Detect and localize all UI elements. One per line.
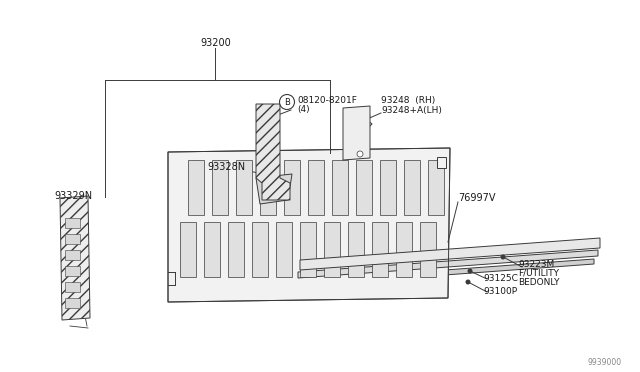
Polygon shape [65, 234, 80, 244]
Text: 93248  (RH): 93248 (RH) [381, 96, 435, 105]
Polygon shape [212, 160, 228, 215]
Polygon shape [256, 104, 290, 200]
Polygon shape [180, 222, 196, 277]
Polygon shape [356, 160, 372, 215]
Text: BEDONLY: BEDONLY [518, 278, 559, 287]
Text: 08120-8201F: 08120-8201F [297, 96, 357, 105]
Polygon shape [372, 222, 388, 277]
Polygon shape [284, 160, 300, 215]
Polygon shape [300, 222, 316, 277]
Polygon shape [420, 222, 436, 277]
Polygon shape [308, 160, 324, 215]
Circle shape [357, 151, 363, 157]
Polygon shape [65, 218, 80, 228]
Text: F/UTILITY: F/UTILITY [518, 269, 559, 278]
Circle shape [467, 269, 472, 273]
Text: 9939000: 9939000 [588, 358, 622, 367]
Polygon shape [188, 160, 204, 215]
Polygon shape [380, 160, 396, 215]
Polygon shape [204, 222, 220, 277]
Circle shape [500, 254, 506, 260]
Text: 93200: 93200 [200, 38, 231, 48]
Bar [437, 157, 446, 168]
Text: 93223M: 93223M [518, 260, 554, 269]
Polygon shape [428, 160, 444, 215]
Circle shape [280, 94, 294, 109]
Polygon shape [276, 222, 292, 277]
Polygon shape [65, 266, 80, 276]
Polygon shape [396, 222, 412, 277]
Text: 76997V: 76997V [458, 193, 495, 203]
Text: 93125C: 93125C [483, 274, 518, 283]
Polygon shape [296, 259, 594, 286]
Polygon shape [60, 196, 90, 320]
Polygon shape [300, 238, 600, 270]
Polygon shape [252, 222, 268, 277]
Polygon shape [343, 106, 370, 160]
Polygon shape [298, 250, 598, 278]
Polygon shape [348, 222, 364, 277]
Text: 93329N: 93329N [54, 191, 92, 201]
Polygon shape [65, 298, 80, 308]
Polygon shape [65, 282, 80, 292]
Polygon shape [228, 222, 244, 277]
Text: 93248+A(LH): 93248+A(LH) [381, 106, 442, 115]
Circle shape [465, 279, 470, 285]
Polygon shape [236, 160, 252, 215]
Polygon shape [404, 160, 420, 215]
Polygon shape [256, 174, 292, 204]
Text: B: B [284, 97, 290, 106]
Polygon shape [332, 160, 348, 215]
Polygon shape [260, 160, 276, 215]
Polygon shape [324, 222, 340, 277]
Polygon shape [65, 250, 80, 260]
Text: 93100P: 93100P [483, 287, 517, 296]
Text: 93328N: 93328N [207, 162, 245, 172]
Text: (4): (4) [297, 105, 310, 114]
Polygon shape [168, 148, 450, 302]
